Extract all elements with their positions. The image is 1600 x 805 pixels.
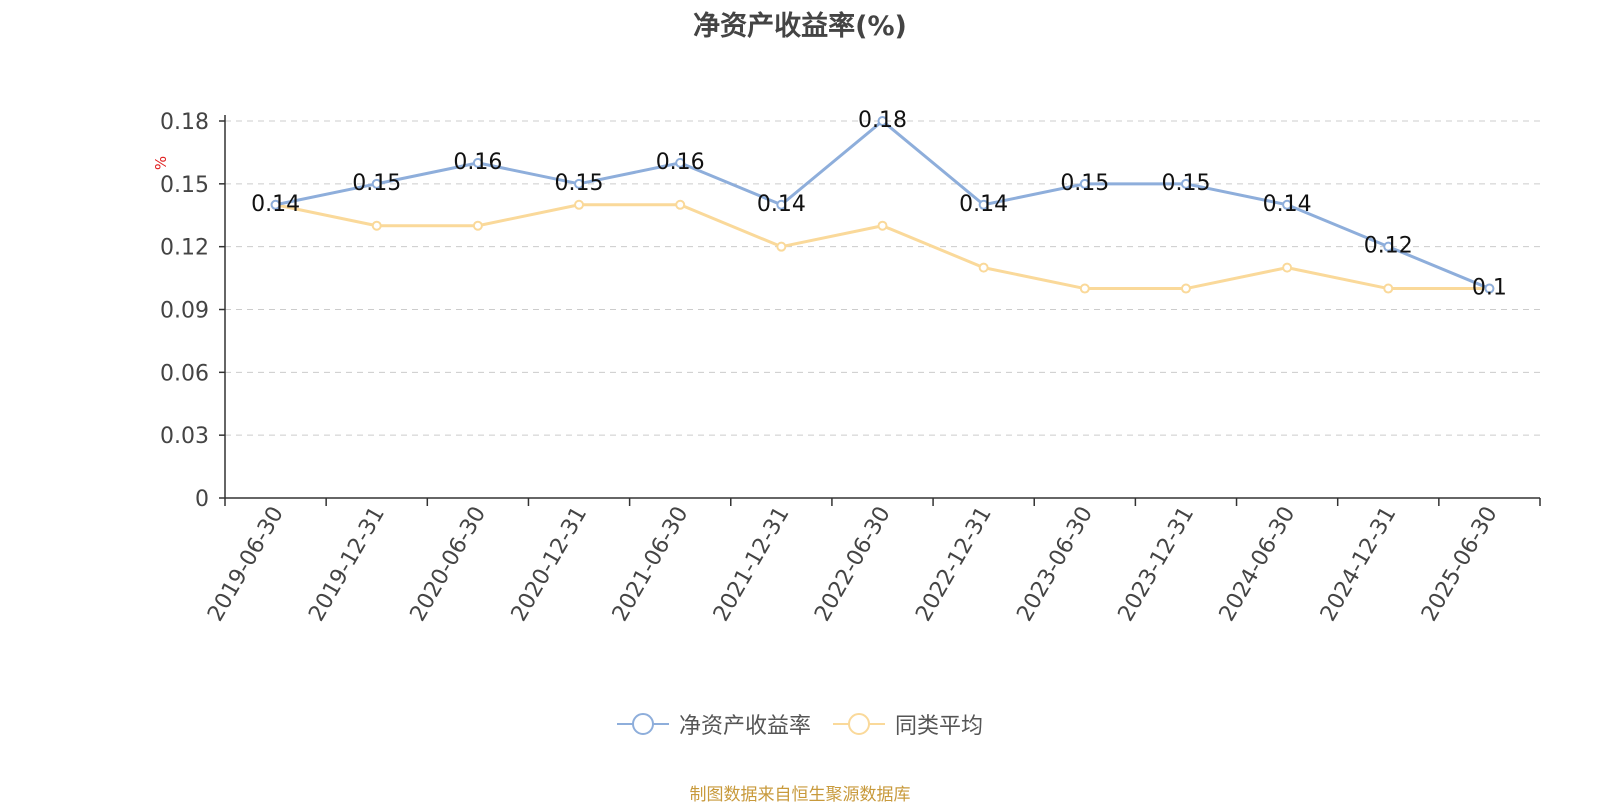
chart-title: 净资产收益率(%) <box>693 11 907 42</box>
data-point <box>1282 262 1293 273</box>
y-axis-label: % <box>152 156 170 170</box>
data-label: 0.14 <box>1263 192 1312 217</box>
data-label: 0.14 <box>757 192 806 217</box>
data-point <box>371 178 382 189</box>
legend-swatch-roe <box>616 713 669 735</box>
data-point <box>1383 283 1394 294</box>
data-label: 0.14 <box>251 192 300 217</box>
data-point <box>675 157 686 168</box>
data-label: 0.18 <box>858 108 907 133</box>
data-point <box>472 157 483 168</box>
data-point <box>877 220 888 231</box>
y-tick-label: 0.18 <box>160 110 209 135</box>
data-label: 0.16 <box>656 150 705 175</box>
data-label: 0.12 <box>1364 234 1413 259</box>
source-note: 制图数据来自恒生聚源数据库 <box>689 785 911 805</box>
legend-item-peer-average[interactable]: 同类平均 <box>833 708 983 740</box>
y-tick-label: 0.15 <box>160 173 209 198</box>
x-tick-label: 2020-06-30 <box>406 503 492 626</box>
x-tick-label: 2024-12-31 <box>1316 503 1402 626</box>
x-tick-label: 2024-06-30 <box>1215 503 1301 626</box>
y-tick-label: 0.09 <box>160 299 209 324</box>
data-label: 0.15 <box>555 171 604 196</box>
data-label: 0.15 <box>1060 171 1109 196</box>
x-tick-label: 2025-06-30 <box>1417 503 1503 626</box>
x-tick-label: 2023-12-31 <box>1114 503 1200 626</box>
x-tick-label: 2022-06-30 <box>810 503 896 626</box>
data-point <box>1079 178 1090 189</box>
data-label: 0.14 <box>959 192 1008 217</box>
data-point <box>1484 283 1495 294</box>
y-tick-label: 0.03 <box>160 424 209 449</box>
x-tick-label: 2019-06-30 <box>203 503 289 626</box>
legend-label-roe: 净资产收益率 <box>678 714 811 739</box>
x-tick-label: 2022-12-31 <box>911 503 997 626</box>
data-point <box>776 241 787 252</box>
y-tick-label: 0.12 <box>160 236 209 261</box>
data-point <box>371 220 382 231</box>
data-point <box>472 220 483 231</box>
data-point <box>1282 199 1293 210</box>
x-tick-label: 2021-06-30 <box>608 503 694 626</box>
x-tick-label: 2019-12-31 <box>304 503 390 626</box>
y-tick-label: 0 <box>195 487 209 512</box>
data-point <box>1079 283 1090 294</box>
data-label: 0.16 <box>453 150 502 175</box>
data-point <box>675 199 686 210</box>
data-point <box>574 178 585 189</box>
x-tick-label: 2020-12-31 <box>507 503 593 626</box>
legend: 净资产收益率 同类平均 <box>0 708 1600 740</box>
data-label: 0.15 <box>352 171 401 196</box>
legend-label-peer-average: 同类平均 <box>895 714 984 739</box>
data-point <box>978 262 989 273</box>
data-point <box>270 199 281 210</box>
data-point <box>978 199 989 210</box>
legend-swatch-peer-average <box>833 713 885 735</box>
data-label: 0.1 <box>1472 276 1507 301</box>
data-point <box>877 116 888 126</box>
y-tick-label: 0.06 <box>160 361 209 386</box>
legend-item-roe[interactable]: 净资产收益率 <box>616 708 811 740</box>
data-point <box>776 199 787 210</box>
data-point <box>574 199 585 210</box>
x-tick-label: 2021-12-31 <box>709 503 795 626</box>
data-point <box>1180 283 1191 294</box>
data-label: 0.15 <box>1161 171 1210 196</box>
data-point <box>1383 241 1394 252</box>
data-point <box>1180 178 1191 189</box>
x-tick-label: 2023-06-30 <box>1012 503 1098 626</box>
